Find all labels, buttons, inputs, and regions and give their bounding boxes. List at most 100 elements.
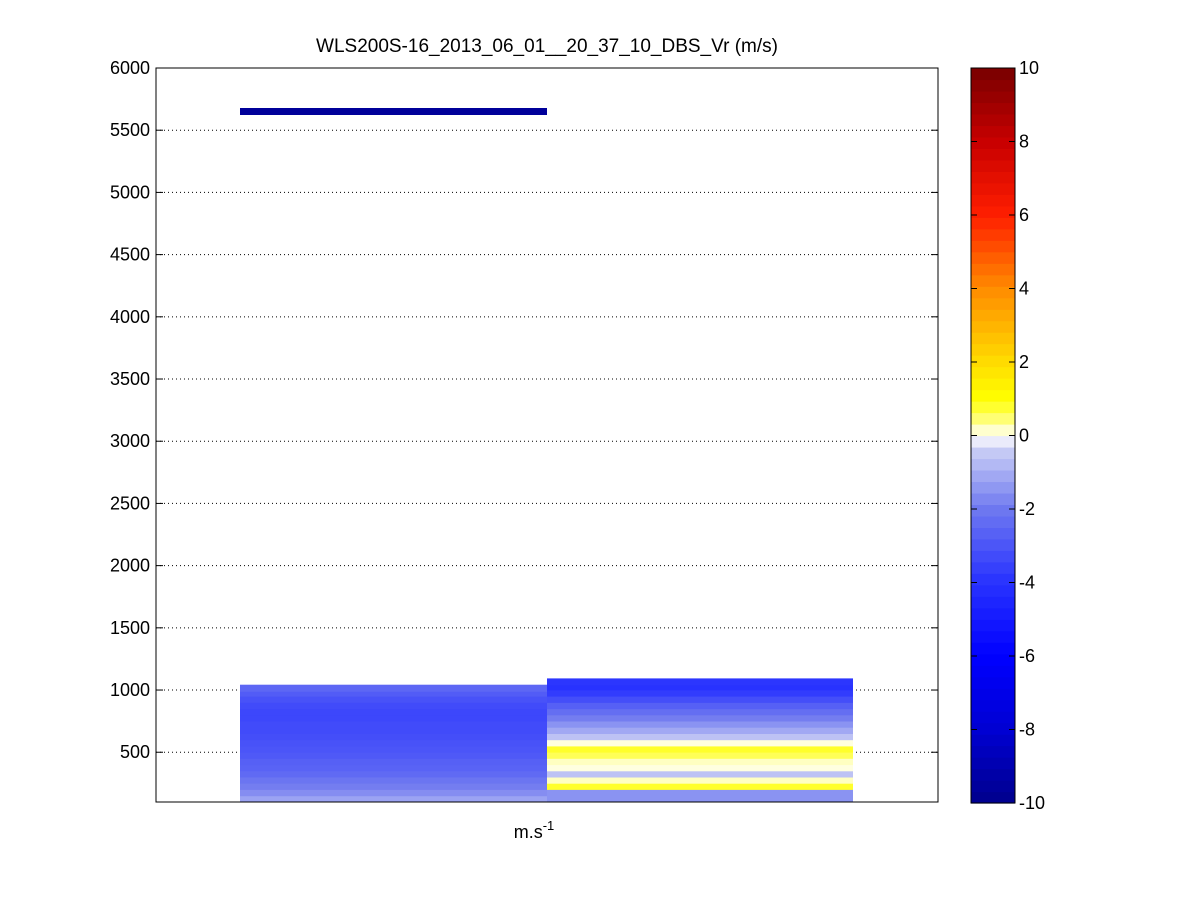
heatmap-cell (240, 727, 547, 734)
colorbar-bin (971, 401, 1015, 414)
x-axis-label-exponent: -1 (543, 818, 555, 833)
colorbar-bin (971, 791, 1015, 804)
colorbar-bin (971, 68, 1015, 81)
y-tick-label: 1500 (110, 618, 150, 638)
colorbar-bin (971, 148, 1015, 161)
colorbar-bin (971, 573, 1015, 586)
heatmap-cell (547, 678, 853, 686)
colorbar-bin (971, 274, 1015, 287)
colorbar-bin (971, 194, 1015, 207)
colorbar-bin (971, 619, 1015, 632)
heatmap-cell (547, 689, 853, 697)
colorbar-bin (971, 343, 1015, 356)
colorbar-bin (971, 159, 1015, 172)
colorbar-bin (971, 205, 1015, 218)
colorbar-bin (971, 734, 1015, 747)
heatmap-cell (547, 795, 853, 803)
x-axis-label: m.s-1 (514, 818, 555, 842)
heatmap-cell (547, 745, 853, 753)
colorbar-bin (971, 79, 1015, 92)
colorbar-tick-label: -10 (1019, 793, 1045, 813)
y-tick-label: 4000 (110, 307, 150, 327)
y-tick-label: 2000 (110, 556, 150, 576)
colorbar-bin (971, 458, 1015, 471)
colorbar-bin (971, 228, 1015, 241)
heatmap-cell (547, 764, 853, 772)
colorbar-bin (971, 102, 1015, 115)
y-tick-label: 6000 (110, 58, 150, 78)
y-tick-label: 5000 (110, 182, 150, 202)
colorbar-bin (971, 378, 1015, 391)
y-tick-label: 1000 (110, 680, 150, 700)
colorbar-bin (971, 515, 1015, 528)
colorbar-bin (971, 757, 1015, 770)
heatmap-cell (547, 758, 853, 766)
heatmap-cell (240, 782, 547, 790)
y-tick-label: 4500 (110, 245, 150, 265)
heatmap-cell (240, 708, 547, 716)
heatmap-cell (240, 714, 547, 722)
colorbar-bin (971, 435, 1015, 448)
colorbar-bin (971, 332, 1015, 345)
colorbar-bin (971, 90, 1015, 104)
heatmap-cell (547, 683, 853, 691)
heatmap-cell (240, 720, 547, 728)
heatmap-cell (547, 714, 853, 722)
heatmap-cell (240, 776, 547, 784)
colorbar-bin (971, 297, 1015, 310)
colorbar-bin (971, 366, 1015, 379)
colorbar-bin (971, 653, 1015, 666)
heatmap-cell (547, 702, 853, 710)
colorbar-bin (971, 320, 1015, 333)
x-axis-label-base: m.s (514, 822, 543, 842)
colorbar-tick-label: 8 (1019, 132, 1029, 152)
colorbar-tick-label: -6 (1019, 646, 1035, 666)
plot-frame (155, 67, 939, 803)
colorbar-bin (971, 607, 1015, 620)
colorbar-bin (971, 355, 1015, 368)
heatmap-cell (547, 782, 853, 790)
chart-title: WLS200S-16_2013_06_01__20_37_10_DBS_Vr (… (316, 36, 778, 57)
y-tick-label: 500 (120, 742, 150, 762)
colorbar-bin (971, 182, 1015, 195)
colorbar-bin (971, 240, 1015, 253)
colorbar-bin (971, 688, 1015, 701)
colorbar-bin (971, 665, 1015, 678)
heatmap-cell (547, 789, 853, 797)
colorbar-bin (971, 504, 1015, 517)
heatmap-cell (240, 739, 547, 747)
colorbar-bin (971, 263, 1015, 276)
colorbar-tick-label: 2 (1019, 352, 1029, 372)
colorbar-bin (971, 286, 1015, 299)
heatmap-cell (240, 108, 547, 115)
colorbar-bin (971, 711, 1015, 724)
colorbar-bin (971, 722, 1015, 735)
colorbar-bin (971, 412, 1015, 425)
colorbar-bin (971, 538, 1015, 551)
heatmap-cell (547, 751, 853, 759)
heatmap-cell (240, 789, 547, 797)
colorbar: -10 -8 -6 -4 -2 0 2 4 6 8 10 (970, 58, 1045, 813)
heatmap-cell (547, 720, 853, 728)
colorbar-bin (971, 492, 1015, 505)
colorbar-bin (971, 780, 1015, 793)
colorbar-bin (971, 550, 1015, 563)
colorbar-tick-label: 10 (1019, 58, 1039, 78)
heatmap-cell (240, 745, 547, 753)
colorbar-bin (971, 171, 1015, 184)
heatmap-cell (240, 764, 547, 772)
heatmap-cell (547, 695, 853, 703)
colorbar-bin (971, 113, 1015, 127)
heatmap-cell (240, 770, 547, 778)
colorbar-tick-label: 6 (1019, 205, 1029, 225)
colorbar-bin (971, 596, 1015, 609)
colorbar-bin (971, 217, 1015, 230)
y-tick-label: 5500 (110, 120, 150, 140)
heatmap-cell (240, 733, 547, 741)
heatmap-cell (547, 708, 853, 716)
heatmap-cell (240, 684, 547, 692)
colorbar-bin (971, 527, 1015, 540)
heatmap-cell (547, 776, 853, 784)
colorbar-bin (971, 699, 1015, 712)
